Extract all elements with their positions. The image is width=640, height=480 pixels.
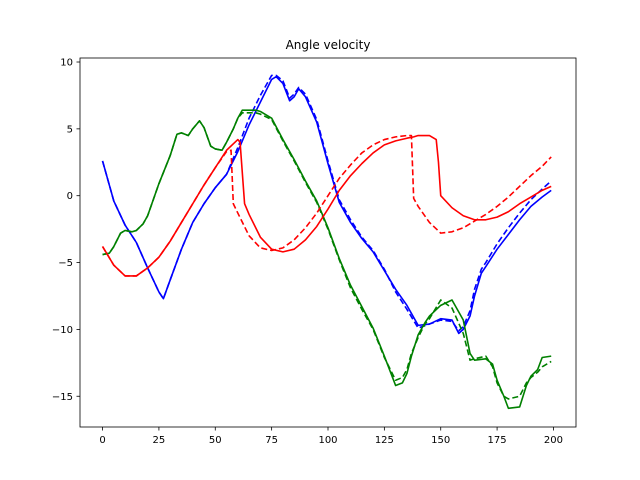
y-axis: −15 −10 −5 0 5 10 — [52, 58, 80, 403]
x-tick-label: 100 — [318, 435, 337, 446]
y-tick-label: 5 — [67, 124, 73, 135]
x-tick-label: 50 — [209, 435, 222, 446]
y-tick-label: −10 — [52, 325, 73, 336]
series-line-5 — [101, 134, 552, 277]
x-tick-label: 75 — [265, 435, 278, 446]
y-tick-label: 10 — [60, 58, 73, 69]
x-axis: 0 25 50 75 100 125 150 175 200 — [99, 427, 563, 446]
series-line-3 — [102, 112, 552, 400]
x-tick-label: 25 — [153, 435, 166, 446]
chart-title: Angle velocity — [286, 38, 371, 52]
series-layer — [101, 74, 552, 410]
series-line-0 — [101, 75, 552, 335]
x-tick-label: 175 — [488, 435, 507, 446]
x-tick-label: 200 — [544, 435, 563, 446]
series-line-1 — [101, 74, 552, 332]
x-tick-label: 0 — [99, 435, 105, 446]
x-tick-label: 150 — [431, 435, 450, 446]
y-tick-label: 0 — [67, 191, 73, 202]
x-tick-label: 125 — [375, 435, 394, 446]
y-tick-label: −5 — [58, 258, 73, 269]
y-tick-label: −15 — [52, 392, 73, 403]
